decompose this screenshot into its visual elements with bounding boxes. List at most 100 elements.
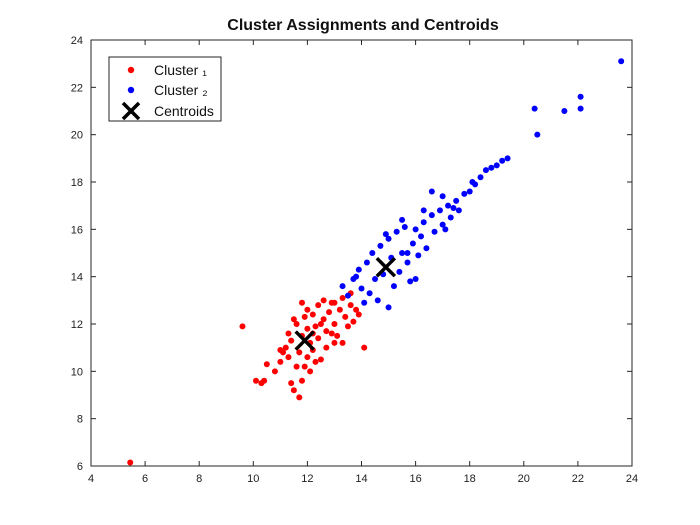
cluster-1-point: [317, 321, 324, 327]
cluster-1-point: [296, 394, 303, 401]
cluster-2-point: [393, 228, 400, 235]
cluster-1-point: [347, 302, 354, 309]
cluster-1-point: [350, 318, 357, 325]
cluster-2-point: [431, 228, 438, 235]
cluster-2-point: [412, 276, 419, 283]
x-tick-label: 12: [301, 473, 313, 485]
x-tick-label: 6: [142, 473, 148, 485]
cluster-1-point: [315, 302, 322, 309]
cluster-2-point: [423, 245, 430, 252]
cluster-2-point: [482, 167, 489, 174]
legend: Cluster ₁ Cluster ₂ Centroids: [108, 56, 222, 122]
cluster-2-point: [358, 285, 365, 292]
cluster-1-point: [271, 368, 278, 375]
cluster-2-point: [461, 190, 468, 197]
cluster-2-point: [372, 276, 379, 283]
cluster-2-point: [404, 250, 411, 256]
cluster-1-point: [290, 316, 297, 323]
cluster-1-point: [301, 363, 308, 370]
cluster-2-point: [428, 212, 435, 219]
x-tick-label: 18: [464, 473, 476, 485]
cluster-1-point: [282, 344, 289, 351]
cluster-1-point: [277, 358, 284, 365]
cluster-2-point: [407, 278, 414, 285]
cluster-2-point: [428, 188, 435, 195]
cluster-2-point: [385, 235, 392, 242]
cluster-1-point: [326, 309, 333, 316]
y-tick-label: 16: [71, 224, 83, 236]
cluster-2-point: [361, 299, 368, 306]
cluster-2-point: [499, 157, 506, 164]
cluster-1-point: [263, 361, 270, 368]
legend-marker-cluster-2: [127, 86, 135, 94]
cluster-2-point: [455, 207, 462, 214]
centroid-marker: [375, 256, 397, 278]
cluster-1-point: [361, 344, 368, 351]
cluster-2-point: [534, 131, 541, 138]
cluster-2-point: [396, 268, 403, 275]
cluster-2-point: [382, 231, 389, 238]
y-tick-label: 12: [71, 319, 83, 331]
cluster-2-point: [531, 105, 538, 112]
cluster-1-point: [296, 349, 303, 356]
cluster-2-point: [399, 250, 406, 256]
cluster-2-point: [374, 297, 381, 304]
cluster-2-point: [420, 219, 427, 226]
data-points: [127, 58, 625, 466]
y-tick-label: 18: [71, 177, 83, 189]
cluster-2-point: [442, 226, 449, 233]
legend-box: [108, 56, 222, 122]
cluster-2-point: [401, 223, 408, 230]
cluster-1-point: [339, 339, 346, 346]
y-tick-label: 14: [71, 272, 83, 284]
legend-marker-centroids: [121, 101, 141, 121]
cluster-2-point: [439, 193, 446, 200]
y-tick-label: 8: [77, 414, 83, 426]
cluster-1-point: [285, 354, 292, 361]
cluster-2-point: [418, 233, 425, 240]
cluster-2-point: [453, 197, 460, 204]
legend-marker-cluster-1: [127, 66, 135, 74]
cluster-1-point: [285, 330, 292, 337]
cluster-1-point: [323, 344, 330, 351]
cluster-2-point: [420, 207, 427, 214]
cluster-2-point: [447, 214, 454, 221]
cluster-2-point: [339, 283, 346, 290]
cluster-2-point: [477, 174, 484, 181]
y-tick-label: 10: [71, 366, 83, 378]
cluster-2-point: [369, 250, 376, 256]
cluster-1-point: [127, 459, 134, 466]
cluster-1-point: [309, 311, 316, 318]
cluster-2-point: [363, 259, 370, 266]
x-tick-label: 24: [626, 473, 638, 485]
cluster-1-point: [304, 306, 311, 313]
cluster-1-point: [304, 354, 311, 361]
cluster-2-point: [404, 259, 411, 266]
cluster-2-point: [355, 266, 362, 273]
y-tick-label: 6: [77, 461, 83, 473]
cluster-2-point: [466, 188, 473, 195]
cluster-1-point: [288, 337, 295, 344]
cluster-1-point: [336, 306, 343, 313]
cluster-1-point: [261, 377, 268, 384]
cluster-1-point: [288, 380, 295, 387]
legend-label-cluster-2: Cluster ₂: [154, 82, 208, 98]
cluster-2-point: [399, 216, 406, 223]
x-tick-label: 16: [409, 473, 421, 485]
cluster-1-point: [334, 332, 341, 339]
cluster-1-point: [320, 297, 327, 304]
centroid-marker: [294, 330, 315, 351]
cluster-1-point: [293, 363, 300, 370]
chart-title: Cluster Assignments and Centroids: [227, 17, 499, 34]
cluster-2-point: [439, 221, 446, 228]
cluster-1-point: [301, 313, 308, 320]
cluster-1-point: [312, 358, 319, 365]
cluster-1-point: [307, 368, 314, 375]
cluster-2-point: [577, 105, 584, 112]
cluster-1-point: [298, 299, 305, 306]
cluster-1-point: [328, 330, 335, 337]
cluster-1-point: [331, 321, 338, 327]
cluster-2-point: [469, 179, 476, 185]
cluster-2-point: [415, 252, 422, 259]
